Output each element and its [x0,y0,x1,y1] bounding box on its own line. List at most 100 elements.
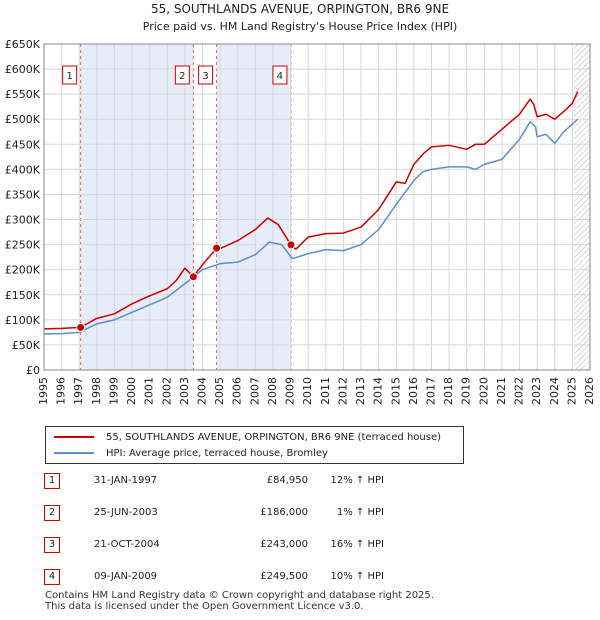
x-tick-label: 2008 [266,377,279,405]
legend: 55, SOUTHLANDS AVENUE, ORPINGTON, BR6 9N… [45,426,464,464]
legend-property-line [54,436,94,438]
y-tick-label: £350K [5,188,41,201]
sale-hpi-delta: 1% ↑ HPI [336,507,384,518]
sale-marker-dot [188,272,198,282]
x-tick-label: 2007 [248,377,261,405]
x-tick-label: 2010 [301,377,314,405]
x-tick-label: 2018 [442,377,455,405]
series-line [44,91,579,330]
x-tick-label: 1997 [72,377,85,405]
x-tick-label: 2005 [213,377,226,405]
forecast-hatch [574,44,590,370]
x-tick-label: 2023 [530,377,543,405]
axes: £0 £50K £100K £150K £200K £250K £300K £350K £400… [5,38,596,405]
sale-number-badge: 2 [44,505,60,521]
x-tick-label: 2002 [160,377,173,405]
chart-title: 55, SOUTHLANDS AVENUE, ORPINGTON, BR6 9N… [151,2,449,16]
price-chart: 55, SOUTHLANDS AVENUE, ORPINGTON, BR6 9N… [5,2,596,405]
footer-line-copyright: Contains HM Land Registry data © Crown c… [45,590,434,601]
legend-hpi-line [54,452,94,454]
footer-line-licence: This data is licensed under the Open Gov… [45,601,364,612]
sale-date: 09-JAN-2009 [94,571,158,582]
legend-item-property: 55, SOUTHLANDS AVENUE, ORPINGTON, BR6 9N… [54,429,441,445]
x-tick-label: 2000 [125,377,138,405]
y-tick-label: £0 [26,364,40,377]
sale-date: 25-JUN-2003 [94,507,158,518]
x-tick-label: 2014 [372,377,385,405]
x-tick-label: 2015 [389,377,402,405]
x-tick-label: 2012 [336,377,349,405]
plot-frame [43,43,591,371]
x-tick-label: 2016 [407,377,420,405]
sale-hpi-delta: 10% ↑ HPI [330,571,384,582]
x-tick-label: 2009 [284,377,297,405]
sale-price: £186,000 [260,507,308,518]
sale-markers: 1 2 3 4 [62,65,296,332]
sale-number-badge: 3 [44,537,60,553]
x-tick-label: 2013 [354,377,367,405]
sale-row: 2 25-JUN-2003 £186,000 1% ↑ HPI [44,505,384,525]
y-tick-label: £500K [5,113,41,126]
y-tick-label: £300K [5,214,41,227]
x-tick-label: 2017 [424,377,437,405]
footer-attribution: Contains HM Land Registry data © Crown c… [45,590,434,612]
sale-row: 1 31-JAN-1997 £84,950 12% ↑ HPI [44,473,384,493]
shaded-period [216,44,291,370]
sale-marker-dot [76,322,86,332]
legend-property-label: 55, SOUTHLANDS AVENUE, ORPINGTON, BR6 9N… [106,431,441,443]
x-tick-label: 2021 [495,377,508,405]
sale-marker-badge [62,65,78,85]
x-tick-label: 2001 [143,377,156,405]
x-tick-label: 1996 [55,377,68,405]
sale-marker-badge [198,65,214,85]
x-tick-label: 2019 [460,377,473,405]
sale-marker-number: 4 [277,71,283,82]
series-line [44,118,579,335]
sale-hpi-delta: 12% ↑ HPI [330,475,384,486]
sale-price: £243,000 [260,539,308,550]
shaded-periods [80,44,590,370]
x-tick-label: 2004 [196,377,209,405]
sale-row: 4 09-JAN-2009 £249,500 10% ↑ HPI [44,569,384,589]
sale-price: £249,500 [260,571,308,582]
y-tick-label: £250K [5,239,41,252]
sale-price: £84,950 [266,475,308,486]
y-tick-label: £600K [5,63,41,76]
shaded-period [80,44,194,370]
sale-marker-number: 2 [179,71,185,82]
sale-marker-dot [286,240,296,250]
legend-hpi-label: HPI: Average price, terraced house, Brom… [106,447,328,459]
sale-marker-badge [272,65,288,85]
x-tick-label: 2020 [477,377,490,405]
series-lines [44,91,579,335]
x-tick-label: 2011 [319,377,332,405]
sale-number-badge: 4 [44,569,60,585]
sale-marker-number: 1 [66,71,72,82]
x-tick-label: 2025 [565,377,578,405]
sale-date: 31-JAN-1997 [94,475,158,486]
sale-date: 21-OCT-2004 [94,539,160,550]
x-tick-label: 1999 [107,377,120,405]
x-tick-label: 2026 [583,377,596,405]
sale-row: 3 21-OCT-2004 £243,000 16% ↑ HPI [44,537,384,557]
x-tick-label: 2022 [513,377,526,405]
x-tick-label: 2003 [178,377,191,405]
sale-number-badge: 1 [44,473,60,489]
y-tick-label: £150K [5,289,41,302]
y-tick-label: £50K [12,339,41,352]
x-tick-label: 1995 [37,377,50,405]
chart-subtitle: Price paid vs. HM Land Registry's House … [143,20,458,33]
legend-item-hpi: HPI: Average price, terraced house, Brom… [54,445,328,461]
y-tick-label: £550K [5,88,41,101]
x-tick-label: 1998 [90,377,103,405]
x-tick-label: 2024 [548,377,561,405]
y-tick-label: £200K [5,264,41,277]
sale-marker-badge [174,65,190,85]
y-tick-label: £450K [5,138,41,151]
y-tick-label: £650K [5,38,41,51]
y-tick-label: £400K [5,163,41,176]
sale-marker-dot [212,243,222,253]
x-tick-label: 2006 [231,377,244,405]
y-tick-label: £100K [5,314,41,327]
sale-hpi-delta: 16% ↑ HPI [330,539,384,550]
